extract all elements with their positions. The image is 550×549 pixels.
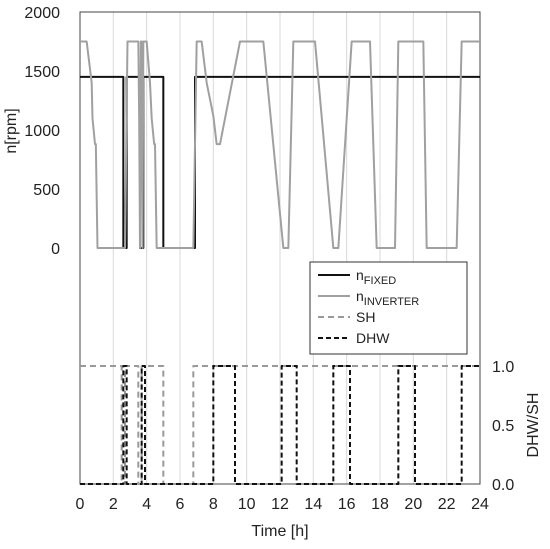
x-tick-label: 0	[76, 496, 85, 513]
y-left-tick-label: 0	[51, 241, 60, 258]
y-left-tick-label: 1500	[24, 64, 60, 81]
series-line-dhw	[80, 365, 480, 485]
series-group	[80, 40, 480, 485]
x-tick-label: 16	[338, 496, 356, 513]
y-right-tick-label: 0.5	[492, 418, 514, 435]
y-axis-right-label: DHW/SH	[525, 393, 542, 458]
y-right-tick-label: 1.0	[492, 359, 514, 376]
x-axis-label: Time [h]	[251, 523, 308, 540]
legend-label: SH	[356, 309, 375, 325]
x-tick-label: 18	[371, 496, 389, 513]
y-left-tick-label: 1000	[24, 123, 60, 140]
x-tick-label: 10	[238, 496, 256, 513]
tick-labels: 0 2 4 6 8 10 12 14 16 18 20 22 2405001000150020000.0…	[24, 5, 514, 513]
x-tick-label: 4	[142, 496, 151, 513]
x-tick-label: 8	[209, 496, 218, 513]
y-left-tick-label: 2000	[24, 5, 60, 22]
y-axis-left-label: n[rpm]	[3, 108, 20, 153]
y-left-tick-label: 500	[33, 182, 60, 199]
x-tick-label: 24	[471, 496, 489, 513]
x-tick-label: 20	[404, 496, 422, 513]
x-tick-label: 6	[176, 496, 185, 513]
legend-label: DHW	[356, 330, 390, 346]
y-right-tick-label: 0.0	[492, 477, 514, 494]
x-tick-label: 14	[304, 496, 322, 513]
x-tick-label: 22	[438, 496, 456, 513]
x-tick-label: 12	[271, 496, 289, 513]
series-line-n_inverter	[80, 40, 480, 249]
x-tick-label: 2	[109, 496, 118, 513]
